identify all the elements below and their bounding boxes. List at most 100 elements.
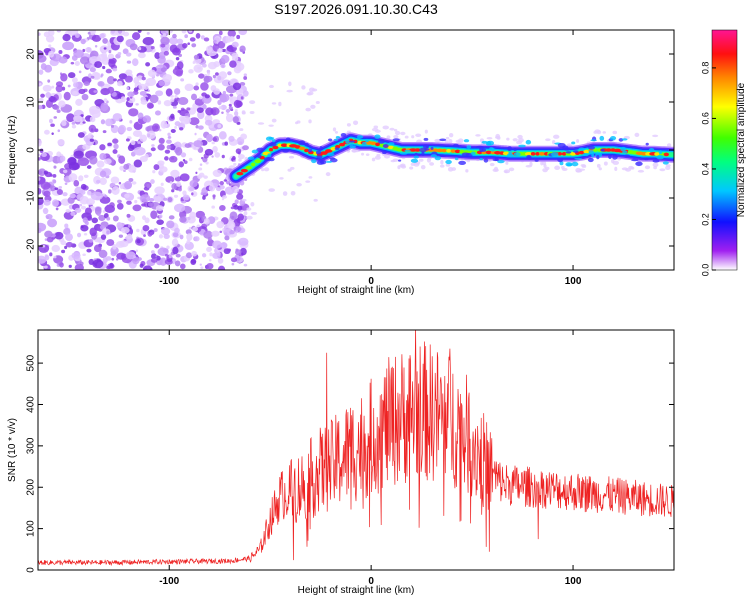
noise-speckle — [220, 54, 230, 64]
noise-speckle — [157, 100, 162, 105]
noise-speckle — [118, 124, 127, 134]
noise-speckle — [219, 180, 224, 186]
noise-speckle — [202, 195, 206, 200]
noise-speckle — [42, 84, 52, 92]
noise-speckle — [199, 96, 203, 100]
noise-speckle — [187, 42, 191, 46]
noise-speckle — [206, 133, 213, 143]
noise-speckle — [203, 230, 213, 239]
noise-speckle — [38, 32, 41, 36]
ridge-tuft — [382, 151, 387, 155]
noise-speckle — [117, 52, 122, 56]
noise-speckle — [146, 102, 154, 109]
noise-speckle — [106, 230, 110, 235]
noise-speckle — [49, 118, 53, 124]
noise-speckle — [53, 116, 58, 119]
noise-speckle — [96, 160, 105, 168]
noise-speckle — [185, 229, 192, 235]
noise-speckle — [73, 150, 84, 159]
noise-speckle — [53, 165, 57, 169]
noise-speckle — [55, 207, 59, 211]
noise-speckle — [38, 183, 41, 188]
noise-speckle — [145, 62, 151, 67]
noise-speckle — [139, 134, 147, 142]
ridge-tuft — [345, 138, 350, 144]
noise-speckle — [81, 93, 89, 101]
noise-speckle — [179, 234, 184, 240]
noise-speckle — [152, 169, 156, 174]
snr-frame — [37, 329, 675, 571]
noise-speckle — [38, 197, 44, 206]
faint-speckle — [644, 165, 651, 170]
noise-speckle — [216, 221, 225, 229]
faint-speckle — [288, 155, 295, 159]
snr-x-tick-label: -100 — [159, 576, 179, 587]
noise-speckle — [174, 227, 180, 234]
noise-speckle — [51, 244, 61, 253]
noise-speckle — [52, 179, 57, 184]
noise-speckle — [54, 187, 59, 191]
noise-speckle — [71, 252, 81, 260]
spectrogram-y-tick-label: 20 — [26, 48, 37, 60]
ridge-core — [375, 142, 381, 147]
noise-speckle — [137, 196, 141, 200]
noise-speckle — [184, 34, 188, 39]
noise-speckle — [149, 94, 159, 104]
noise-speckle — [131, 58, 139, 67]
ridge-tuft — [612, 154, 618, 160]
noise-speckle — [73, 81, 79, 88]
noise-speckle — [224, 235, 230, 241]
noise-speckle — [174, 121, 181, 127]
noise-speckle — [67, 157, 77, 166]
noise-speckle — [183, 160, 188, 164]
faint-speckle — [440, 159, 444, 165]
ridge-tuft — [419, 147, 427, 153]
noise-speckle — [74, 60, 80, 66]
ridge-tuft — [298, 140, 306, 146]
noise-speckle — [167, 135, 172, 139]
noise-speckle — [138, 46, 142, 51]
noise-speckle — [92, 259, 104, 269]
ridge-tuft — [410, 158, 419, 163]
faint-speckle — [612, 130, 618, 135]
noise-speckle — [209, 252, 213, 257]
spectrogram-y-tick-label: 10 — [26, 96, 37, 108]
noise-speckle — [159, 166, 168, 173]
noise-speckle — [107, 86, 115, 94]
noise-speckle — [188, 30, 193, 33]
ridge-tuft — [404, 149, 411, 152]
noise-speckle — [88, 124, 97, 133]
noise-speckle — [182, 43, 188, 49]
ridge-tuft — [439, 138, 447, 142]
faint-speckle — [282, 191, 288, 196]
noise-speckle — [173, 88, 181, 95]
noise-speckle — [79, 195, 89, 205]
noise-speckle — [70, 211, 76, 216]
faint-speckle — [434, 138, 441, 143]
faint-speckle — [424, 129, 428, 134]
noise-speckle — [40, 63, 47, 71]
noise-speckle — [235, 226, 242, 232]
faint-speckle — [448, 139, 453, 144]
noise-speckle — [119, 184, 124, 190]
snr-x-ticks: -100 0 100 — [159, 330, 582, 587]
noise-speckle — [97, 213, 101, 217]
noise-speckle — [102, 210, 106, 213]
faint-speckle — [596, 163, 601, 168]
noise-speckle — [83, 81, 90, 86]
ridge-tuft — [609, 135, 617, 141]
noise-speckle — [212, 240, 223, 249]
noise-speckle — [70, 61, 75, 65]
snr-y-tick-label: 500 — [26, 354, 37, 371]
noise-speckle — [47, 79, 51, 83]
noise-speckle — [102, 130, 107, 134]
noise-speckle — [206, 246, 212, 252]
noise-speckle — [158, 137, 165, 145]
noise-speckle — [75, 98, 83, 106]
noise-speckle — [179, 173, 190, 182]
noise-speckle — [211, 205, 215, 209]
noise-speckle — [160, 43, 166, 48]
noise-speckle — [121, 226, 130, 234]
noise-speckle — [38, 227, 42, 234]
noise-speckle — [113, 143, 119, 150]
